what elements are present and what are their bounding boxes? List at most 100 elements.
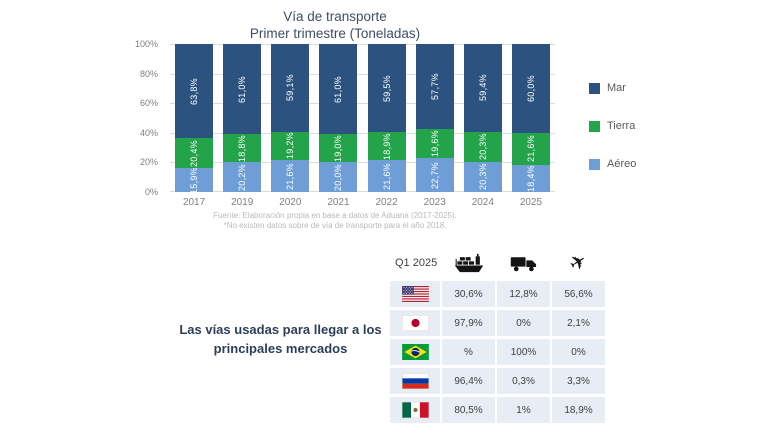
chart-legend: Mar Tierra Aéreo — [589, 82, 636, 170]
legend-item-mar: Mar — [589, 82, 636, 94]
bar-value-label-tierra-2020: 19,2% — [285, 132, 296, 160]
usa-flag-icon — [390, 281, 440, 307]
bar-value-label-tierra-2021: 19,0% — [333, 134, 344, 162]
gridline-40 — [170, 132, 555, 134]
plot-area: 15,9% 20,4% 63,8% 20,2% 18,8% 61,0% 21,6% 19,2%… — [170, 43, 555, 194]
table-header: Q1 2025 ✈ — [390, 247, 605, 279]
legend-item-aereo: Aéreo — [589, 158, 636, 170]
y-axis-label-80: 80% — [139, 68, 158, 79]
bar-value-label-mar-2025: 60,0% — [525, 74, 536, 102]
gridline-20 — [170, 162, 555, 164]
table-cell-russia-1: 0,3% — [497, 368, 550, 394]
table-period-label: Q1 2025 — [395, 257, 438, 269]
y-axis-label-20: 20% — [139, 157, 158, 168]
bar-value-label-mar-2017: 63,8% — [189, 77, 200, 105]
bar-2023: 22,7% 19,6% 57,7% — [415, 44, 454, 192]
truck-icon — [497, 254, 550, 273]
bar-segment-aereo-2021: 20,0% — [319, 162, 358, 192]
bar-value-label-aereo-2022: 21,6% — [381, 162, 392, 190]
table-cell-brazil-2: 0% — [552, 339, 605, 365]
bar-segment-aereo-2019: 20,2% — [223, 162, 262, 192]
x-axis-label-2021: 2021 — [327, 197, 350, 208]
bar-segment-mar-2024: 59,4% — [463, 44, 502, 132]
bar-2025: 18,4% 21,6% 60,0% — [511, 44, 550, 192]
gridline-80 — [170, 73, 555, 75]
bar-value-label-tierra-2025: 21,6% — [525, 135, 536, 163]
bar-segment-mar-2019: 61,0% — [223, 44, 262, 135]
table-cell-usa-2: 56,6% — [552, 281, 605, 307]
bar-value-label-tierra-2024: 20,3% — [477, 133, 488, 161]
gridline-0 — [170, 191, 555, 192]
x-axis: 2017 2019 2020 2021 2022 2023 2024 2025 — [170, 197, 555, 211]
table-cell-brazil-1: 100% — [497, 339, 550, 365]
gridline-60 — [170, 103, 555, 105]
y-axis: 0% 20% 40% 60% 80% 100% — [120, 39, 164, 197]
bar-segment-tierra-2019: 18,8% — [223, 134, 262, 163]
bar-value-label-aereo-2019: 20,2% — [237, 163, 248, 191]
bar-value-label-mar-2024: 59,4% — [477, 74, 488, 102]
bar-value-label-tierra-2017: 20,4% — [189, 139, 200, 167]
bar-2017: 15,9% 20,4% 63,8% — [175, 43, 214, 194]
market-table: Q1 2025 ✈ 30,6% 12,8% 56,6% 97,9% 0% 2 — [390, 247, 605, 423]
table-row-brazil: % 100% 0% — [390, 339, 605, 365]
bar-segment-tierra-2022: 18,9% — [367, 132, 406, 161]
x-axis-label-2019: 2019 — [231, 197, 254, 208]
y-axis-label-0: 0% — [144, 187, 158, 197]
legend-label-aereo: Aéreo — [607, 158, 637, 170]
ship-icon — [442, 252, 495, 274]
bar-segment-mar-2020: 59,1% — [271, 44, 310, 132]
table-cell-usa-1: 12,8% — [497, 281, 550, 307]
plane-icon: ✈ — [565, 249, 592, 277]
bottom-caption: Las vías usadas para llegar a los princi… — [179, 322, 382, 356]
y-axis-label-60: 60% — [139, 98, 158, 109]
bar-segment-tierra-2017: 20,4% — [175, 138, 214, 169]
bar-2019: 20,2% 18,8% 61,0% — [223, 44, 262, 192]
x-axis-label-2023: 2023 — [423, 197, 446, 208]
table-row-mexico: 80,5% 1% 18,9% — [390, 397, 605, 423]
mexico-flag-icon — [390, 397, 440, 423]
bar-value-label-tierra-2023: 19,6% — [429, 130, 440, 158]
table-cell-japan-2: 2,1% — [552, 310, 605, 336]
gridline-100 — [170, 44, 555, 45]
bar-value-label-mar-2022: 59,5% — [381, 74, 392, 102]
japan-flag-icon — [390, 310, 440, 336]
bar-value-label-aereo-2021: 20,0% — [333, 163, 344, 191]
table-cell-russia-2: 3,3% — [552, 368, 605, 394]
table-cell-mexico-2: 18,9% — [552, 397, 605, 423]
bar-value-label-aereo-2017: 15,9% — [189, 166, 200, 194]
bar-value-label-aereo-2024: 20,3% — [477, 163, 488, 191]
chart-title-line2: Primer trimestre (Toneladas) — [249, 26, 421, 41]
legend-item-tierra: Tierra — [589, 120, 636, 132]
chart-title-line1: Vía de transporte — [283, 9, 387, 24]
bar-segment-tierra-2020: 19,2% — [271, 131, 310, 161]
table-row-russia: 96,4% 0,3% 3,3% — [390, 368, 605, 394]
table-cell-usa-0: 30,6% — [442, 281, 495, 307]
bar-value-label-aereo-2020: 21,6% — [285, 162, 296, 190]
table-cell-japan-1: 0% — [497, 310, 550, 336]
legend-swatch-mar — [589, 82, 600, 94]
bar-2022: 21,6% 18,9% 59,5% — [367, 44, 406, 192]
bar-value-label-aereo-2023: 22,7% — [429, 161, 440, 189]
table-cell-mexico-1: 1% — [497, 397, 550, 423]
x-axis-label-2025: 2025 — [519, 197, 543, 208]
source-note-line1: Fuente: Elaboración propia en base a dat… — [213, 211, 457, 220]
bar-value-label-tierra-2022: 18,9% — [381, 132, 392, 160]
bar-segment-mar-2022: 59,5% — [367, 44, 406, 133]
bar-segment-tierra-2025: 21,6% — [511, 132, 550, 165]
bar-segment-mar-2025: 60,0% — [511, 44, 550, 133]
bar-segment-aereo-2017: 15,9% — [175, 166, 214, 194]
table-cell-brazil-0: % — [442, 339, 495, 365]
bar-2020: 21,6% 19,2% 59,1% — [271, 44, 310, 192]
bar-segment-aereo-2022: 21,6% — [367, 160, 406, 192]
source-note: Fuente: Elaboración propia en base a dat… — [115, 211, 555, 230]
russia-flag-icon — [390, 368, 440, 394]
table-cell-mexico-0: 80,5% — [442, 397, 495, 423]
source-note-line2: *No existen datos sobre de vía de transp… — [223, 220, 447, 230]
bar-2024: 20,3% 20,3% 59,4% — [463, 44, 502, 192]
bar-segment-mar-2017: 63,8% — [175, 43, 214, 139]
legend-label-mar: Mar — [607, 82, 626, 94]
bar-segment-tierra-2021: 19,0% — [319, 134, 358, 163]
x-axis-label-2022: 2022 — [375, 197, 398, 208]
legend-swatch-aereo — [589, 158, 600, 170]
bar-segment-mar-2021: 61,0% — [319, 44, 358, 135]
